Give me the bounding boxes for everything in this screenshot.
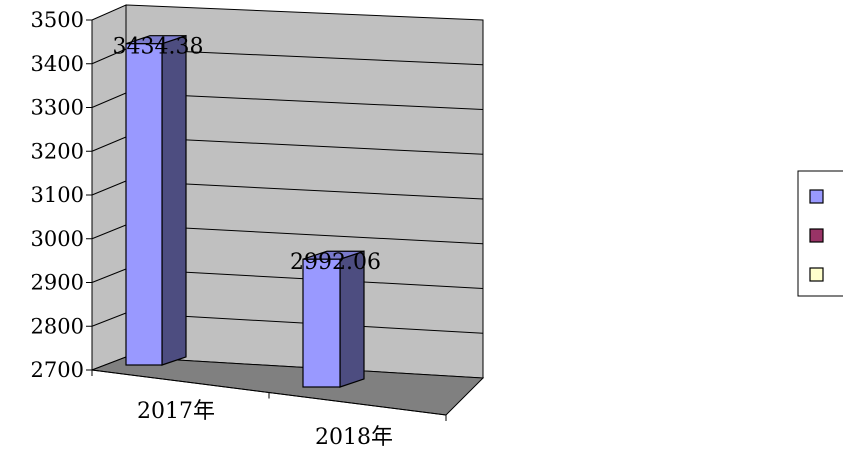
legend bbox=[797, 170, 843, 297]
data-label: 2992.06 bbox=[290, 250, 381, 275]
x-category-label: 2017年 bbox=[137, 399, 215, 424]
bar-side bbox=[161, 34, 187, 366]
gridline bbox=[91, 180, 127, 196]
gridline bbox=[91, 92, 127, 108]
y-tick-label: 2900 bbox=[31, 271, 84, 295]
data-label: 3434.38 bbox=[113, 35, 204, 60]
legend-swatch bbox=[809, 228, 824, 243]
y-tick-label: 3000 bbox=[31, 227, 84, 251]
legend-swatch bbox=[809, 267, 824, 282]
data-labels: 3434.38 2992.06 bbox=[113, 35, 381, 276]
y-tick-label: 3200 bbox=[31, 139, 84, 163]
x-axis-category-labels: 2017年 2018年 bbox=[137, 399, 393, 450]
y-tick-label: 3400 bbox=[31, 52, 84, 76]
y-axis-tick-labels: 2700 2800 2900 3000 3100 3200 3300 3400 … bbox=[31, 8, 84, 382]
gridline bbox=[91, 312, 127, 327]
y-tick-label: 3100 bbox=[31, 183, 84, 207]
y-tick-label: 2700 bbox=[31, 358, 84, 382]
gridline bbox=[91, 268, 127, 283]
y-tick-label: 3500 bbox=[31, 8, 84, 32]
legend-swatch bbox=[809, 189, 824, 204]
x-category-label: 2018年 bbox=[315, 425, 393, 450]
bars bbox=[125, 34, 365, 388]
bar-front bbox=[125, 43, 163, 366]
bar-front bbox=[302, 258, 341, 388]
bar bbox=[125, 34, 187, 366]
gridline bbox=[91, 136, 127, 152]
y-tick-label: 3300 bbox=[31, 96, 84, 120]
gridline bbox=[91, 224, 127, 240]
bar bbox=[302, 250, 365, 388]
y-tick-label: 2800 bbox=[31, 314, 84, 338]
gridline bbox=[91, 48, 127, 65]
